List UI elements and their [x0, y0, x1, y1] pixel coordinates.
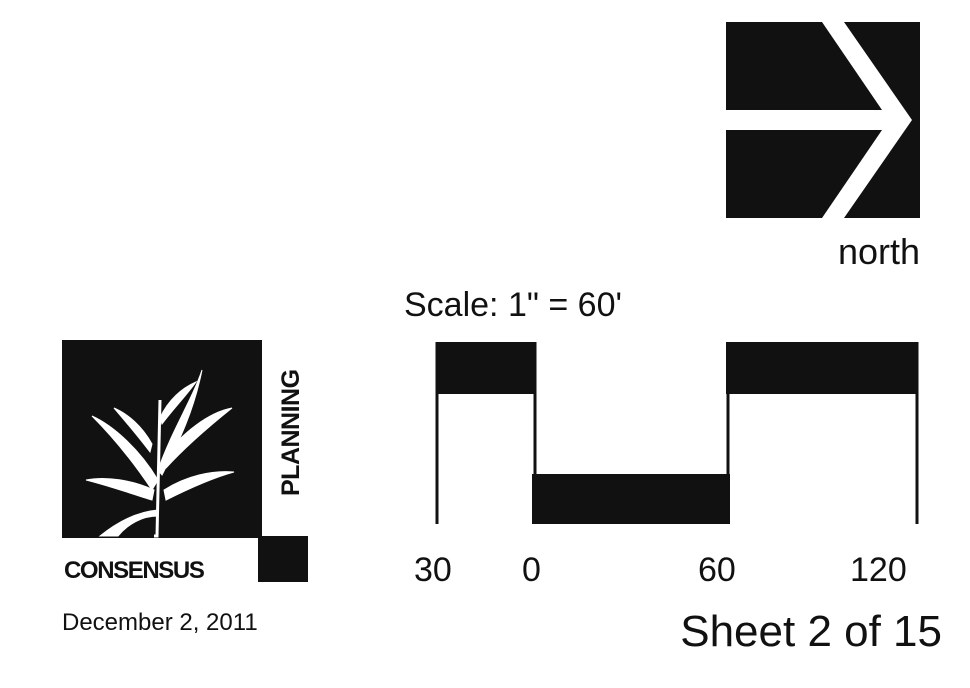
consensus-planning-logo — [62, 340, 308, 582]
plant-icon — [85, 369, 235, 538]
scale-label: Scale: 1" = 60' — [404, 286, 622, 324]
scale-tick-label-120: 120 — [850, 551, 907, 589]
sheet-number: Sheet 2 of 15 — [680, 607, 942, 656]
logo-corner-block — [258, 536, 308, 582]
date-label: December 2, 2011 — [62, 609, 258, 636]
logo-square — [62, 340, 262, 538]
scale-tick-label-60: 60 — [698, 551, 736, 589]
logo-planning-text: PLANNING — [277, 369, 305, 496]
scale-bar — [435, 342, 919, 524]
logo-consensus-text: CONSENSUS — [64, 557, 205, 584]
scale-tick-label-0: 0 — [522, 551, 541, 589]
scale-segment-30-0 — [436, 342, 536, 394]
north-arrow-icon — [726, 22, 920, 218]
scale-segment-0-60 — [532, 474, 730, 524]
north-label: north — [837, 231, 920, 272]
scale-tick-label-30: 30 — [414, 551, 452, 589]
scale-segment-60-120 — [726, 342, 918, 394]
